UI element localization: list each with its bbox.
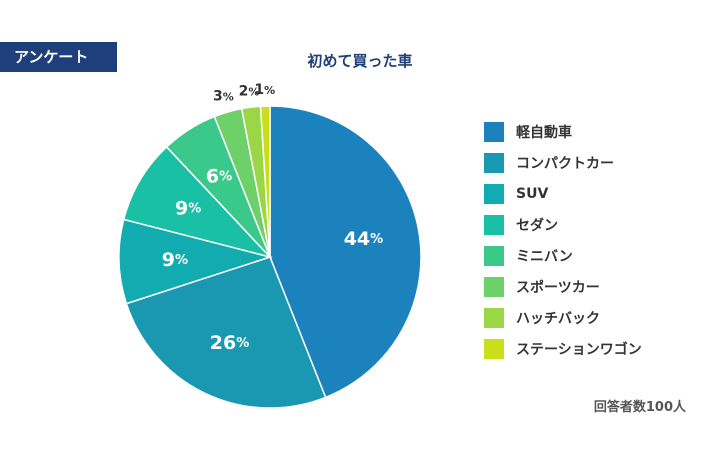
legend-item: 軽自動車 <box>484 116 642 147</box>
slice-value-label: 9% <box>162 249 188 271</box>
respondents-note: 回答者数100人 <box>593 400 686 415</box>
legend-item: スポーツカー <box>484 271 642 302</box>
slice-value-label: 9% <box>175 198 201 220</box>
pie-slice <box>118 218 273 305</box>
slice-value-label: 26% <box>210 332 249 354</box>
legend-label: コンパクトカー <box>516 155 614 172</box>
chart-title: 初めて買った車 <box>307 52 413 70</box>
legend-item: セダン <box>484 209 642 240</box>
legend-label: ハッチバック <box>516 310 600 327</box>
legend-item: ミニバン <box>484 240 642 271</box>
slice-value-label: 2% <box>239 83 260 99</box>
legend-label: セダン <box>516 217 558 234</box>
legend-label: スポーツカー <box>516 279 600 296</box>
legend-swatch <box>484 183 504 204</box>
legend-swatch <box>484 245 504 266</box>
legend-swatch <box>484 338 504 359</box>
legend-label: 軽自動車 <box>516 124 572 141</box>
pie-slice <box>269 105 422 399</box>
legend-swatch <box>484 307 504 328</box>
legend-item: コンパクトカー <box>484 147 642 178</box>
pie-slice <box>125 256 327 409</box>
slice-value-label: 1% <box>254 82 275 98</box>
legend-label: SUV <box>516 185 549 202</box>
legend-label: ミニバン <box>516 248 573 265</box>
survey-tag: アンケート <box>0 42 117 72</box>
slice-value-label: 6% <box>206 166 232 188</box>
chart-legend: 軽自動車コンパクトカー SUV セダンミニバンスポーツカー ハッチバックステーションワ… <box>484 116 642 364</box>
legend-swatch <box>484 152 504 173</box>
legend-item: ハッチバック <box>484 302 642 333</box>
legend-swatch <box>484 121 504 142</box>
slice-value-label: 44% <box>344 228 383 250</box>
legend-item: SUV <box>484 178 642 209</box>
legend-swatch <box>484 276 504 297</box>
legend-item: ステーションワゴン <box>484 333 642 364</box>
pie-slice <box>259 105 271 258</box>
pie-slice <box>122 145 273 259</box>
legend-swatch <box>484 214 504 235</box>
legend-label: ステーションワゴン <box>516 341 642 358</box>
slice-value-label: 3% <box>213 89 234 105</box>
